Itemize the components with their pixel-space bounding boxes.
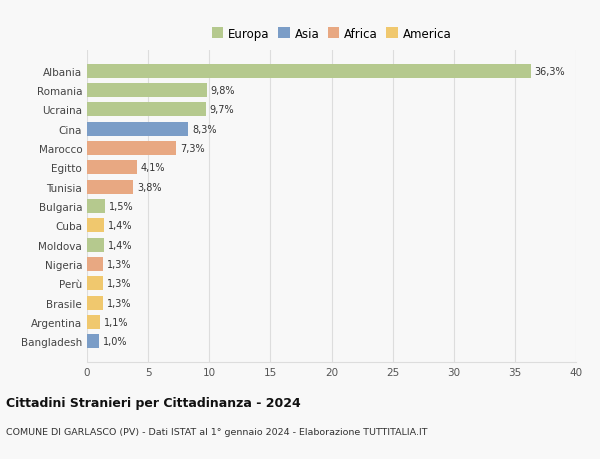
Text: 7,3%: 7,3% (180, 144, 205, 154)
Bar (87, 200, 106, 213)
Bar (87, 142, 176, 156)
Bar (87, 277, 103, 291)
Bar (87, 180, 133, 194)
Text: COMUNE DI GARLASCO (PV) - Dati ISTAT al 1° gennaio 2024 - Elaborazione TUTTITALI: COMUNE DI GARLASCO (PV) - Dati ISTAT al … (6, 427, 427, 436)
Text: 1,5%: 1,5% (109, 202, 134, 212)
Text: Cittadini Stranieri per Cittadinanza - 2024: Cittadini Stranieri per Cittadinanza - 2… (6, 396, 301, 409)
Text: 36,3%: 36,3% (535, 67, 565, 77)
Text: 4,1%: 4,1% (141, 163, 165, 173)
Text: 8,3%: 8,3% (192, 124, 217, 134)
Legend: Europa, Asia, Africa, America: Europa, Asia, Africa, America (209, 25, 454, 43)
Text: 1,3%: 1,3% (107, 298, 131, 308)
Text: 1,3%: 1,3% (107, 259, 131, 269)
Text: 1,0%: 1,0% (103, 336, 127, 347)
Bar (87, 257, 103, 271)
Bar (87, 123, 188, 136)
Bar (87, 84, 207, 98)
Bar (87, 238, 104, 252)
Bar (87, 335, 99, 348)
Text: 3,8%: 3,8% (137, 182, 161, 192)
Text: 9,7%: 9,7% (209, 105, 234, 115)
Text: 1,3%: 1,3% (107, 279, 131, 289)
Bar (87, 219, 104, 233)
Bar (87, 161, 137, 175)
Text: 1,1%: 1,1% (104, 317, 128, 327)
Bar (87, 65, 531, 78)
Bar (87, 103, 206, 117)
Text: 1,4%: 1,4% (108, 240, 132, 250)
Text: 9,8%: 9,8% (211, 86, 235, 96)
Bar (87, 315, 100, 329)
Bar (87, 296, 103, 310)
Text: 1,4%: 1,4% (108, 221, 132, 231)
